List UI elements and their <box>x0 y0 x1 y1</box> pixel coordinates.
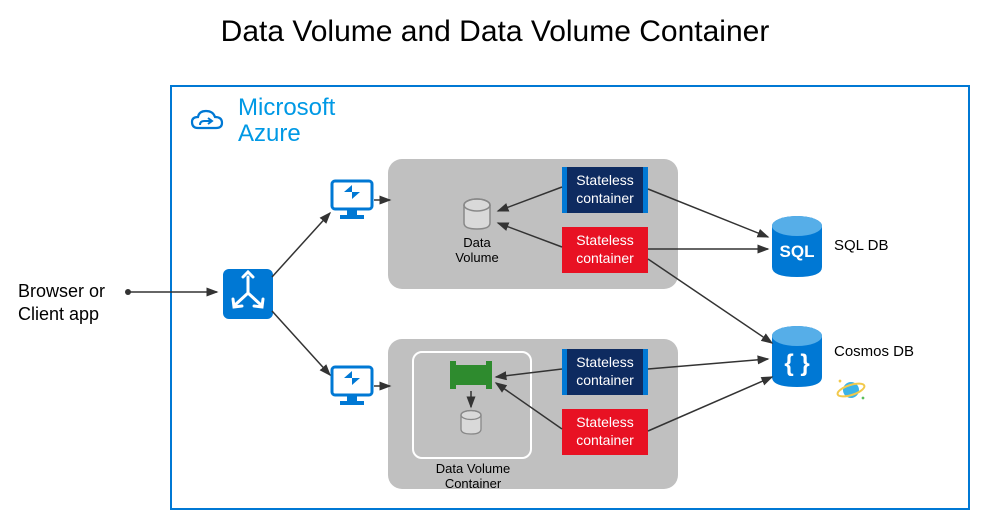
load-balancer-icon <box>221 267 275 321</box>
azure-brand-line2: Azure <box>238 121 335 147</box>
sql-db-icon: SQL <box>768 215 826 281</box>
client-line2: Client app <box>18 304 99 324</box>
sql-text: SQL <box>780 242 815 261</box>
sc4-node: Stateless container <box>562 409 648 455</box>
azure-brand: Microsoft Azure <box>186 95 335 148</box>
sc3-node: Stateless container <box>562 349 648 395</box>
vm-icon-top <box>330 179 374 221</box>
client-label: Browser or Client app <box>18 280 105 327</box>
sql-caption: SQL DB <box>834 237 888 254</box>
cosmos-caption: Cosmos DB <box>834 343 914 360</box>
sc1-node: Stateless container <box>562 167 648 213</box>
sc3-l1: Stateless <box>576 354 634 370</box>
sc2-l1: Stateless <box>576 232 634 248</box>
data-volume-label: DataVolume <box>448 235 506 265</box>
sc4-l1: Stateless <box>576 414 634 430</box>
sc1-l2: container <box>576 190 634 206</box>
cosmos-db-icon: { } <box>768 325 826 391</box>
vm-icon-bottom <box>330 365 374 407</box>
sc1-l1: Stateless <box>576 172 634 188</box>
azure-brand-line1: Microsoft <box>238 95 335 121</box>
sc4-l2: container <box>576 432 634 448</box>
dvc-label: Data Volume Container <box>408 461 538 491</box>
client-line1: Browser or <box>18 281 105 301</box>
sc2-node: Stateless container <box>562 227 648 273</box>
cloud-icon <box>186 106 228 136</box>
data-volume-icon <box>460 197 494 233</box>
cosmos-planet-icon <box>836 377 866 403</box>
azure-frame: Microsoft Azure DataVolume Data Volume C… <box>170 85 970 510</box>
sc2-l2: container <box>576 250 634 266</box>
dvc-cylinder-icon <box>458 409 484 437</box>
cosmos-text: { } <box>784 350 809 377</box>
sc3-l2: container <box>576 372 634 388</box>
diagram-title: Data Volume and Data Volume Container <box>0 15 990 49</box>
dvc-green-icon <box>450 361 492 391</box>
